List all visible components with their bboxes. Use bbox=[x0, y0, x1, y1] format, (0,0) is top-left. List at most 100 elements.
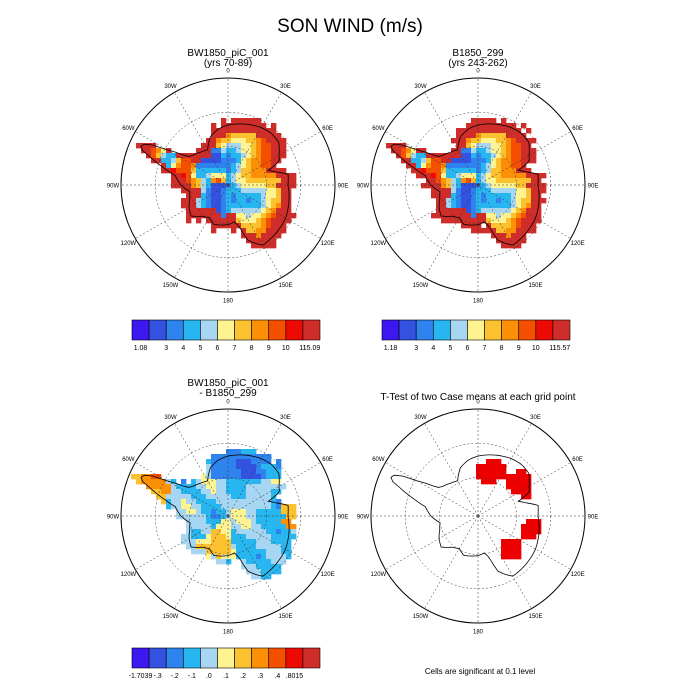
colorbar-label: 8 bbox=[500, 345, 504, 352]
longitude-label: 90W bbox=[107, 515, 120, 521]
panel-title-line2: (yrs 70-89) bbox=[204, 58, 252, 69]
longitude-label: 90W bbox=[357, 184, 370, 190]
meridian-gridline bbox=[424, 423, 479, 517]
field-layer bbox=[131, 449, 297, 580]
meridian-gridline bbox=[424, 515, 479, 609]
longitude-label: 30W bbox=[164, 415, 177, 421]
map-border bbox=[370, 77, 586, 293]
meridian-gridline bbox=[227, 131, 321, 186]
meridian-gridline bbox=[477, 423, 532, 517]
latitude-gridline bbox=[439, 477, 517, 555]
longitude-label: 120W bbox=[121, 241, 137, 247]
longitude-label: 60E bbox=[322, 457, 333, 463]
panel-case1: BW1850_piC_001 (yrs 70-89) 0 30E 60E 90E 120… bbox=[107, 48, 349, 305]
colorbar-label: 9 bbox=[517, 345, 521, 352]
latitude-gridline bbox=[189, 146, 267, 224]
longitude-label: 90E bbox=[338, 515, 349, 521]
colorbar-box bbox=[165, 647, 184, 669]
colorbar-label: 1.08 bbox=[134, 345, 148, 352]
colorbar-box bbox=[217, 647, 235, 669]
field-layer bbox=[476, 459, 542, 560]
colorbar-label: 8 bbox=[250, 345, 254, 352]
longitude-label: 120E bbox=[321, 572, 335, 578]
colorbar-box bbox=[148, 319, 167, 341]
colorbar-difference: -1.7039 -.3 -.2 -.1 .0 .1 .2 .3 .4 .8015 bbox=[129, 647, 321, 680]
longitude-label: 180 bbox=[223, 299, 234, 305]
colorbar-box bbox=[285, 319, 304, 341]
colorbar-box bbox=[268, 647, 287, 669]
colorbar-box bbox=[200, 647, 218, 669]
colorbar-label: -.3 bbox=[154, 673, 162, 680]
meridian-gridline bbox=[227, 423, 282, 517]
longitude-label: 150W bbox=[413, 614, 429, 620]
longitude-label: 180 bbox=[223, 630, 234, 636]
meridian-gridline bbox=[385, 131, 479, 186]
colorbar-box bbox=[251, 647, 270, 669]
longitude-label: 60W bbox=[372, 126, 385, 132]
longitude-label: 150E bbox=[528, 283, 542, 289]
longitude-label: 60E bbox=[572, 126, 583, 132]
longitude-label: 0 bbox=[476, 400, 480, 406]
colorbar-box bbox=[552, 319, 571, 341]
colorbar-box bbox=[415, 319, 434, 341]
polar-map-difference: 0 30E 60E 90E 120E 150E 180 150W 120W 90W 60W 30W bbox=[107, 400, 349, 636]
colorbar-label: -.2 bbox=[171, 673, 179, 680]
meridian-gridline bbox=[174, 92, 229, 186]
colorbar-label: .3 bbox=[257, 673, 263, 680]
meridian-gridline bbox=[385, 462, 479, 517]
meridian-gridline bbox=[477, 131, 571, 186]
longitude-label: 60W bbox=[372, 457, 385, 463]
meridian-gridline bbox=[477, 184, 532, 278]
colorbar-box bbox=[302, 647, 321, 669]
coastline bbox=[140, 123, 290, 246]
colorbar-box bbox=[467, 319, 485, 341]
meridian-gridline bbox=[135, 515, 229, 570]
colorbar-label: .0 bbox=[206, 673, 212, 680]
meridian-gridline bbox=[477, 462, 571, 517]
colorbar-label: 11 bbox=[549, 345, 556, 352]
longitude-label: 120E bbox=[571, 241, 585, 247]
colorbar-box bbox=[432, 319, 451, 341]
longitude-label: 60E bbox=[322, 126, 333, 132]
colorbar-box bbox=[131, 319, 150, 341]
colorbar-box bbox=[131, 647, 150, 669]
longitude-label: 90E bbox=[588, 515, 599, 521]
colorbar-label: 5 bbox=[198, 345, 202, 352]
colorbar-box bbox=[251, 319, 270, 341]
longitude-label: 0 bbox=[226, 69, 230, 75]
map-border bbox=[120, 408, 336, 624]
colorbar-box bbox=[200, 319, 218, 341]
panel-title-line1: T-Test of two Case means at each grid po… bbox=[380, 392, 575, 403]
longitude-label: 120W bbox=[371, 241, 387, 247]
colorbar-label: 15.57 bbox=[553, 345, 571, 352]
meridian-gridline bbox=[227, 184, 321, 239]
longitude-label: 180 bbox=[473, 630, 484, 636]
longitude-label: 60E bbox=[572, 457, 583, 463]
field-layer bbox=[136, 118, 297, 249]
latitude-gridline bbox=[439, 146, 517, 224]
polar-map-case2: 0 30E 60E 90E 120E 150E 180 150W 120W 90W 60W 30W bbox=[357, 69, 599, 305]
longitude-label: 150E bbox=[278, 614, 292, 620]
meridian-gridline bbox=[135, 184, 229, 239]
longitude-label: 150W bbox=[413, 283, 429, 289]
panel-ttest: T-Test of two Case means at each grid po… bbox=[357, 392, 599, 636]
meridian-gridline bbox=[227, 462, 321, 517]
meridian-gridline bbox=[477, 184, 571, 239]
longitude-label: 90E bbox=[588, 184, 599, 190]
longitude-label: 150W bbox=[163, 614, 179, 620]
colorbar-box bbox=[182, 319, 201, 341]
latitude-gridline bbox=[189, 477, 267, 555]
colorbar-label: 7 bbox=[483, 345, 487, 352]
colorbar-box bbox=[268, 319, 287, 341]
meridian-gridline bbox=[227, 515, 282, 609]
meridian-gridline bbox=[477, 515, 532, 609]
colorbar-box bbox=[518, 319, 537, 341]
colorbar-label: .4 bbox=[274, 673, 280, 680]
colorbar-box bbox=[501, 319, 520, 341]
longitude-label: 30E bbox=[530, 84, 541, 90]
meridian-gridline bbox=[135, 462, 229, 517]
panel-title-line1: BW1850_piC_001 bbox=[187, 48, 269, 59]
figure-title: SON WIND (m/s) bbox=[277, 16, 423, 37]
longitude-label: 90W bbox=[107, 184, 120, 190]
longitude-label: 0 bbox=[226, 400, 230, 406]
